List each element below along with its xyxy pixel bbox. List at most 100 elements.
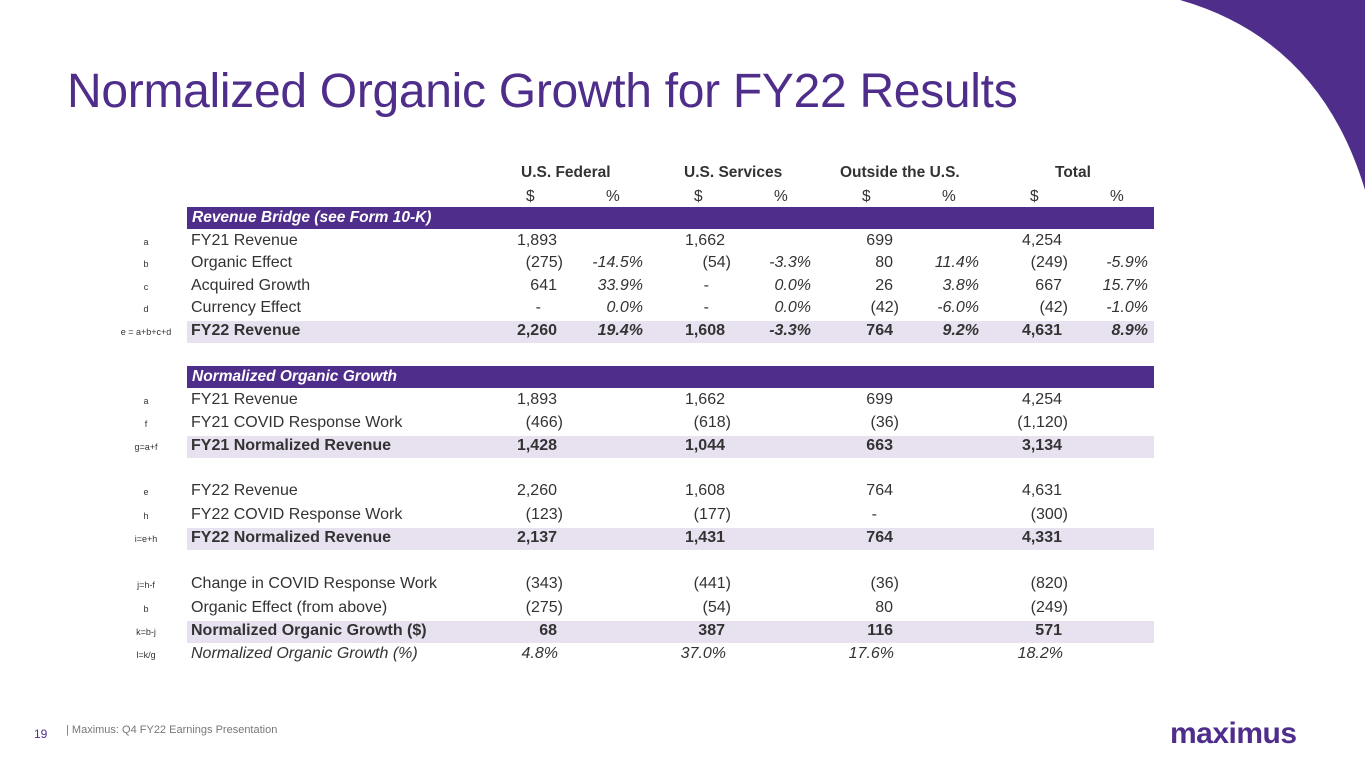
cell-amount: 2,260 xyxy=(516,322,557,339)
row-key: e xyxy=(143,487,149,497)
cell-amount: 1,608 xyxy=(684,482,725,499)
cell-amount: (177) xyxy=(693,506,731,523)
cell-amount: 764 xyxy=(866,529,893,546)
cell-amount: (343) xyxy=(525,575,563,592)
row-label: FY22 Revenue xyxy=(191,322,301,339)
col-sub-dollar: $ xyxy=(1030,188,1039,205)
section-band-revenue-bridge: Revenue Bridge (see Form 10-K) xyxy=(187,207,1154,229)
row-label: Acquired Growth xyxy=(191,277,311,294)
cell-amount: 4.8% xyxy=(521,645,558,662)
corner-decoration xyxy=(1180,0,1365,190)
cell-amount: 80 xyxy=(875,599,893,616)
cell-amount: - xyxy=(703,277,709,294)
row-label: FY22 Revenue xyxy=(191,482,298,499)
row-key: i=e+h xyxy=(134,534,158,544)
row-key: e = a+b+c+d xyxy=(120,327,172,337)
cell-amount: 3,134 xyxy=(1021,437,1062,454)
col-header-outside-us: Outside the U.S. xyxy=(840,164,960,181)
section-title: Normalized Organic Growth xyxy=(192,368,397,385)
cell-percent: -14.5% xyxy=(592,254,643,271)
row-key: j=h-f xyxy=(137,580,155,590)
cell-amount: 1,893 xyxy=(516,232,557,249)
section-band-normalized-growth: Normalized Organic Growth xyxy=(187,366,1154,388)
cell-amount: (42) xyxy=(1039,299,1068,316)
row-label: Organic Effect (from above) xyxy=(191,599,388,616)
row-label: FY22 COVID Response Work xyxy=(191,506,403,523)
cell-amount: 764 xyxy=(866,322,893,339)
cell-amount: 663 xyxy=(866,437,893,454)
page-title: Normalized Organic Growth for FY22 Resul… xyxy=(67,65,1018,118)
col-sub-dollar: $ xyxy=(526,188,535,205)
col-sub-pct: % xyxy=(942,188,956,205)
cell-amount: 699 xyxy=(866,232,893,249)
cell-amount: 4,631 xyxy=(1021,482,1062,499)
row-key: h xyxy=(143,511,149,521)
row-key: c xyxy=(143,282,149,292)
cell-amount: 4,331 xyxy=(1021,529,1062,546)
cell-amount: - xyxy=(871,506,877,523)
cell-percent: -3.3% xyxy=(769,254,811,271)
cell-percent: -6.0% xyxy=(937,299,979,316)
cell-amount: 4,631 xyxy=(1021,322,1062,339)
cell-amount: (441) xyxy=(693,575,731,592)
cell-amount: 667 xyxy=(1035,277,1062,294)
cell-amount: - xyxy=(703,299,709,316)
row-label: FY22 Normalized Revenue xyxy=(191,529,392,546)
cell-percent: -3.3% xyxy=(769,322,811,339)
row-highlight xyxy=(187,528,1154,550)
cell-amount: (36) xyxy=(870,575,899,592)
col-sub-pct: % xyxy=(1110,188,1124,205)
cell-amount: (54) xyxy=(702,254,731,271)
row-key: k=b-j xyxy=(136,627,156,637)
row-label: FY21 Revenue xyxy=(191,232,298,249)
row-key: g=a+f xyxy=(134,442,158,452)
cell-amount: (618) xyxy=(693,414,731,431)
row-label: FY21 Revenue xyxy=(191,391,298,408)
cell-percent: 15.7% xyxy=(1102,277,1148,294)
col-sub-pct: % xyxy=(606,188,620,205)
row-highlight xyxy=(187,321,1154,343)
cell-amount: - xyxy=(535,299,541,316)
maximus-logo: maximus xyxy=(1170,717,1297,750)
cell-amount: 1,893 xyxy=(516,391,557,408)
cell-amount: (275) xyxy=(525,254,563,271)
cell-amount: 571 xyxy=(1035,622,1062,639)
cell-amount: 17.6% xyxy=(848,645,894,662)
page-number: 19 xyxy=(34,727,48,741)
row-key: a xyxy=(143,237,149,247)
row-key: d xyxy=(143,304,149,314)
cell-amount: 1,608 xyxy=(684,322,725,339)
cell-amount: 68 xyxy=(539,622,557,639)
cell-amount: 387 xyxy=(698,622,725,639)
cell-amount: (466) xyxy=(525,414,563,431)
cell-amount: (249) xyxy=(1030,254,1068,271)
row-key: a xyxy=(143,396,149,406)
cell-amount: (249) xyxy=(1030,599,1068,616)
row-label: FY21 COVID Response Work xyxy=(191,414,403,431)
footer-caption: | Maximus: Q4 FY22 Earnings Presentation xyxy=(66,724,278,736)
cell-amount: 1,428 xyxy=(516,437,557,454)
cell-amount: (42) xyxy=(870,299,899,316)
cell-amount: 641 xyxy=(530,277,557,294)
col-sub-dollar: $ xyxy=(694,188,703,205)
col-header-us-services: U.S. Services xyxy=(684,164,783,181)
cell-amount: 26 xyxy=(875,277,893,294)
row-label: FY21 Normalized Revenue xyxy=(191,437,392,454)
row-label: Organic Effect xyxy=(191,254,293,271)
cell-amount: (1,120) xyxy=(1017,414,1068,431)
cell-amount: 18.2% xyxy=(1017,645,1063,662)
cell-amount: 4,254 xyxy=(1021,232,1062,249)
row-label: Normalized Organic Growth ($) xyxy=(191,622,427,639)
col-sub-pct: % xyxy=(774,188,788,205)
cell-amount: 764 xyxy=(866,482,893,499)
cell-percent: 3.8% xyxy=(942,277,979,294)
cell-amount: 37.0% xyxy=(680,645,726,662)
col-header-total: Total xyxy=(1055,164,1091,181)
section-title: Revenue Bridge (see Form 10-K) xyxy=(192,209,432,226)
cell-amount: 1,662 xyxy=(684,391,725,408)
cell-amount: (123) xyxy=(525,506,563,523)
row-highlight xyxy=(187,436,1154,458)
row-key: b xyxy=(143,259,149,269)
row-highlight xyxy=(187,621,1154,643)
row-key: f xyxy=(144,419,148,429)
